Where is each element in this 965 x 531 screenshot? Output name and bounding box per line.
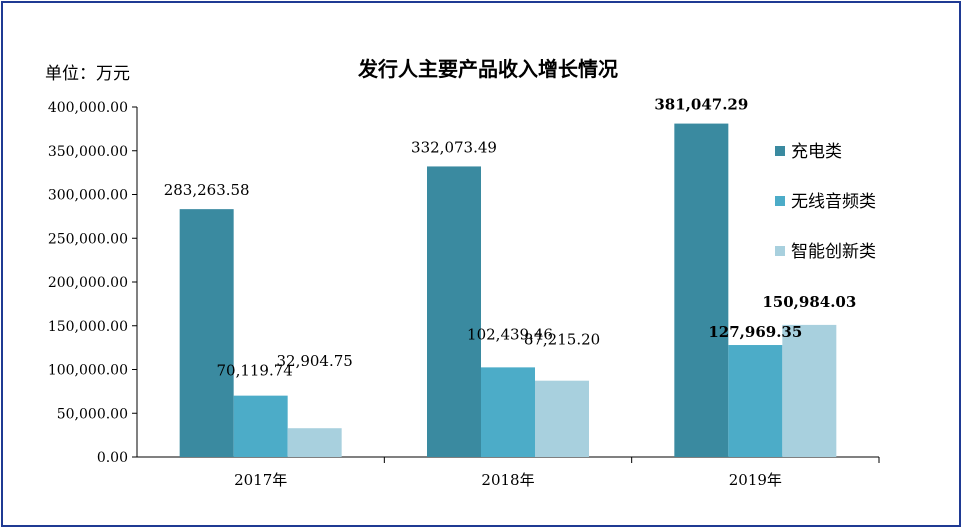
- data-label: 150,984.03: [762, 293, 856, 311]
- bars: [179, 123, 837, 457]
- bar-3-3: [782, 324, 837, 457]
- bar-3-1: [287, 428, 342, 457]
- chart-title: 发行人主要产品收入增长情况: [357, 57, 618, 81]
- legend-swatch: [775, 196, 785, 206]
- y-tick-label: 50,000.00: [57, 406, 128, 422]
- bar-2-2: [481, 367, 535, 457]
- data-label: 283,263.58: [164, 181, 250, 199]
- y-tick-label: 400,000.00: [48, 100, 128, 116]
- data-label: 32,904.75: [276, 352, 352, 370]
- y-tick-label: 100,000.00: [48, 363, 128, 379]
- x-tick-label: 2018年: [481, 471, 534, 489]
- data-label: 127,969.35: [708, 323, 802, 341]
- x-tick-label: 2019年: [729, 471, 782, 489]
- bar-1-1: [179, 209, 234, 457]
- data-label: 332,073.49: [411, 138, 497, 156]
- bar-1-3: [674, 123, 729, 457]
- data-label: 87,215.20: [524, 331, 600, 349]
- legend-label: 无线音频类: [791, 192, 876, 212]
- bar-2-1: [233, 395, 288, 457]
- y-tick-label: 150,000.00: [48, 319, 128, 335]
- legend-swatch: [775, 246, 785, 256]
- legend-label: 智能创新类: [791, 242, 876, 262]
- bar-chart: 发行人主要产品收入增长情况 单位：万元 0.00 50,000.00 100,000…: [45, 57, 880, 489]
- x-tick-label: 2017年: [234, 471, 287, 489]
- legend-swatch: [775, 146, 785, 156]
- y-tick-label: 300,000.00: [48, 188, 128, 204]
- y-tick-label: 0.00: [97, 450, 128, 466]
- y-tick-label: 250,000.00: [48, 231, 128, 247]
- data-labels: 283,263.58 332,073.49 381,047.29 70,119.74 1…: [164, 96, 857, 380]
- legend-label: 充电类: [791, 142, 842, 162]
- y-tick-label: 200,000.00: [48, 275, 128, 291]
- data-label: 70,119.74: [216, 362, 292, 380]
- bar-2-3: [728, 345, 783, 457]
- data-label: 102,439.46: [467, 325, 553, 343]
- unit-label: 单位：万元: [45, 64, 130, 84]
- bar-3-2: [535, 380, 589, 457]
- y-tick-label: 350,000.00: [48, 144, 128, 160]
- data-label: 381,047.29: [654, 96, 748, 114]
- axes: 0.00 50,000.00 100,000.00 150,000.00 200,000…: [48, 100, 880, 489]
- bar-1-2: [427, 166, 481, 457]
